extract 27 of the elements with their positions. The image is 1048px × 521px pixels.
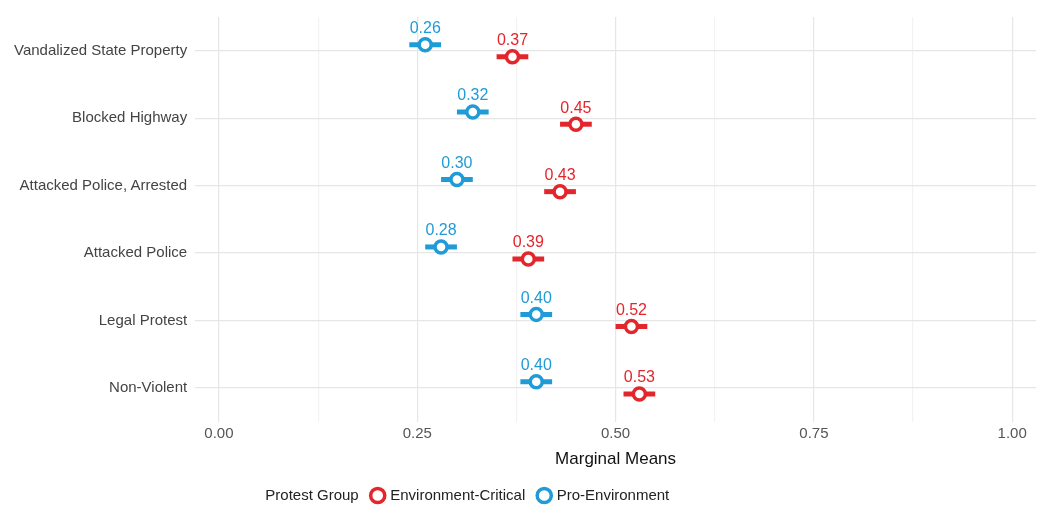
legend-label: Environment-Critical (390, 485, 526, 503)
data-label: 0.32 (457, 86, 489, 104)
data-label: 0.37 (496, 31, 529, 49)
x-tick-label: 0.00 (204, 423, 234, 441)
data-label: 0.53 (623, 368, 656, 386)
legend-label: Pro-Environment (556, 485, 671, 503)
data-label: 0.45 (560, 98, 592, 116)
data-label: 0.40 (520, 356, 552, 374)
y-tick-label: Vandalized State Property (13, 40, 188, 58)
data-label: 0.43 (544, 166, 576, 184)
y-tick-label: Attacked Police, Arrested (19, 175, 188, 193)
data-label: 0.28 (425, 221, 457, 239)
data-label: 0.26 (409, 19, 441, 37)
y-tick-label: Blocked Highway (72, 108, 188, 126)
data-label: 0.52 (615, 300, 648, 318)
y-tick-label: Non-Violent (109, 378, 188, 396)
y-tick-label: Attacked Police (83, 243, 188, 261)
x-tick-label: 1.00 (997, 423, 1027, 441)
data-label: 0.39 (512, 233, 544, 251)
data-label: 0.40 (520, 288, 552, 306)
x-axis-title: Marginal Means (555, 449, 677, 469)
x-tick-label: 0.50 (600, 423, 631, 441)
y-tick-label: Legal Protest (98, 310, 188, 328)
x-tick-label: 0.75 (799, 423, 829, 441)
data-label: 0.30 (441, 153, 473, 171)
legend-title: Protest Group (265, 485, 359, 503)
x-tick-label: 0.25 (402, 423, 432, 441)
